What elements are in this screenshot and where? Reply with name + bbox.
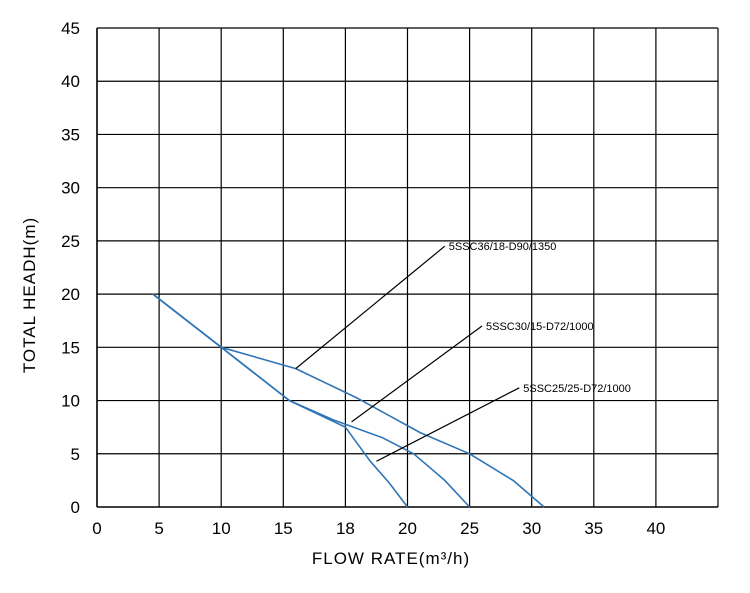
- y-axis-title: TOTAL HEADH(m): [20, 217, 39, 373]
- x-tick-label: 40: [646, 519, 665, 538]
- y-tick-label: 45: [61, 19, 80, 38]
- grid: [96, 27, 719, 508]
- y-tick-label: 0: [71, 498, 80, 517]
- annotation-leader: [376, 387, 520, 462]
- y-tick-label: 5: [71, 445, 80, 464]
- annotation-label: 5SSC30/15-D72/1000: [486, 321, 594, 333]
- y-tick-label: 40: [61, 72, 80, 91]
- x-tick-label: 0: [92, 519, 101, 538]
- series-line-3: [152, 293, 409, 508]
- annotation-leader: [351, 325, 483, 423]
- x-axis-title: FLOW RATE(m³/h): [312, 549, 470, 568]
- x-tick-label: 30: [522, 519, 541, 538]
- x-tick-label: 10: [212, 519, 231, 538]
- annotation-label: 5SSC25/25-D72/1000: [523, 383, 631, 395]
- y-tick-label: 25: [61, 232, 80, 251]
- x-tick-label: 15: [274, 519, 293, 538]
- x-tick-label: 35: [584, 519, 603, 538]
- y-tick-label: 30: [61, 179, 80, 198]
- annotation-leader: [295, 245, 446, 370]
- y-tick-label: 15: [61, 338, 80, 357]
- annotation-label: 5SSC36/18-D90/1350: [449, 241, 557, 253]
- x-tick-label: 25: [460, 519, 479, 538]
- y-tick-label: 20: [61, 285, 80, 304]
- tick-layer: 0 5 10 15 18 20 25 30 35 40 0 5 10 15 20 25 30 35 40 45: [61, 19, 665, 538]
- y-tick-label: 35: [61, 125, 80, 144]
- x-tick-label: 18: [336, 519, 355, 538]
- annotation-layer: 5SSC36/18-D90/1350 5SSC30/15-D72/1000 5SSC…: [295, 241, 631, 462]
- series-layer: [152, 293, 545, 508]
- series-line-1: [152, 293, 545, 508]
- y-tick-label: 10: [61, 392, 80, 411]
- x-tick-label: 20: [398, 519, 417, 538]
- x-tick-label: 5: [154, 519, 163, 538]
